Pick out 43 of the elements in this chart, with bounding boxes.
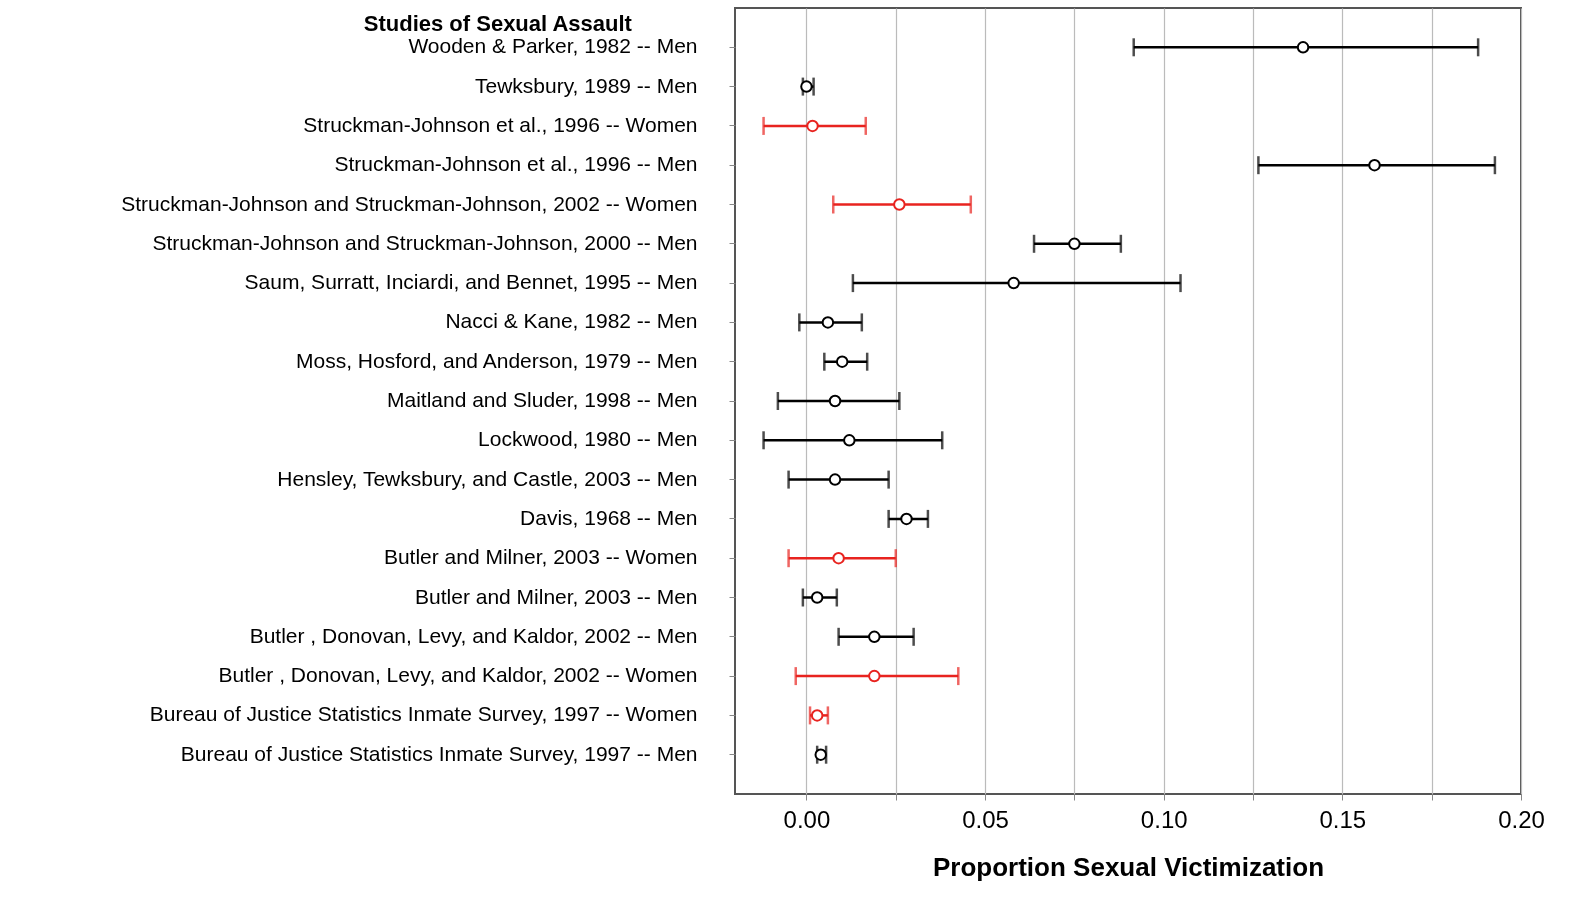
y-tick-label: Butler and Milner, 2003 -- Men bbox=[415, 584, 698, 608]
point bbox=[835, 355, 849, 368]
x-tick-label: 0.00 bbox=[783, 805, 831, 833]
y-tick-label: Maitland and Sluder, 1998 -- Men bbox=[386, 388, 698, 411]
y-tick-label: Saum, Surratt, Inciardi, and Bennet, 1995 -- Men bbox=[244, 270, 698, 294]
point bbox=[810, 709, 824, 722]
point bbox=[1007, 276, 1020, 290]
point bbox=[900, 512, 913, 526]
point bbox=[806, 119, 819, 133]
y-tick-label: Butler , Donovan, Levy, and Kaldor, 2002 -- Men bbox=[249, 623, 698, 647]
point bbox=[828, 394, 842, 408]
y-tick-label: Bureau of Justice Statistics Inmate Survey, 1997 -- Men bbox=[180, 741, 698, 765]
point bbox=[832, 551, 845, 565]
point bbox=[1368, 158, 1381, 172]
y-tick-label: Struckman-Johnson et al., 1996 -- Men bbox=[334, 152, 698, 176]
point bbox=[1296, 41, 1310, 54]
point bbox=[828, 473, 842, 486]
y-tick-label: Hensley, Tewksbury, and Castle, 2003 -- Men bbox=[277, 466, 698, 490]
point bbox=[868, 669, 881, 683]
point bbox=[1068, 237, 1081, 251]
x-tick-label: 0.05 bbox=[962, 805, 1009, 833]
y-tick-label: Nacci & Kane, 1982 -- Men bbox=[445, 309, 698, 333]
y-tick-label: Butler , Donovan, Levy, and Kaldor, 2002 -- Women bbox=[218, 663, 698, 687]
point bbox=[868, 630, 881, 644]
x-tick-label: 0.20 bbox=[1498, 805, 1545, 833]
point bbox=[893, 198, 906, 211]
y-tick-label: Davis, 1968 -- Men bbox=[520, 505, 698, 529]
point bbox=[810, 591, 824, 604]
text: Studies of Sexual Assault bbox=[363, 11, 633, 36]
x-tick-label: 0.15 bbox=[1319, 805, 1367, 833]
y-tick-label: Struckman-Johnson et al., 1996 -- Women bbox=[303, 112, 698, 136]
y-tick-label: Bureau of Justice Statistics Inmate Survey, 1997 -- Women bbox=[149, 702, 698, 726]
y-tick-label: Moss, Hosford, and Anderson, 1979 -- Men bbox=[295, 348, 698, 372]
y-tick-label: Struckman-Johnson and Struckman-Johnson, 2000 -- Men bbox=[152, 230, 698, 254]
point bbox=[843, 434, 856, 447]
y-tick-label: Struckman-Johnson and Struckman-Johnson, 2002 -- Women bbox=[121, 191, 698, 215]
y-tick-label: Lockwood, 1980 -- Men bbox=[478, 427, 698, 451]
y-tick-label: Tewksbury, 1989 -- Men bbox=[474, 73, 698, 97]
y-tick-label: Butler and Milner, 2003 -- Women bbox=[383, 545, 698, 569]
x-axis-title: Proportion Sexual Victimization bbox=[932, 851, 1325, 882]
x-tick-label: 0.10 bbox=[1140, 805, 1188, 833]
y-tick-label: Wooden & Parker, 1982 -- Men bbox=[408, 34, 698, 58]
point bbox=[821, 316, 835, 329]
